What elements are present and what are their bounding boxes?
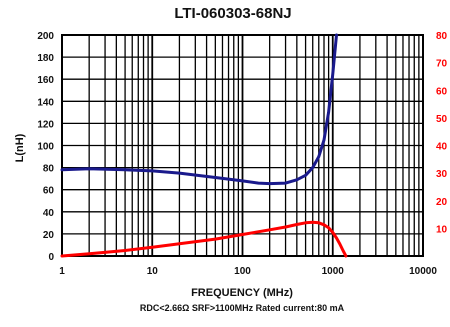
y-axis-label: L(nH) bbox=[14, 133, 26, 162]
y2-tick-label: 60 bbox=[436, 86, 448, 97]
q-factor-line bbox=[60, 220, 348, 258]
tick-labels: 0204060801001201401601802001020304050607… bbox=[37, 31, 447, 277]
x-axis-label: FREQUENCY (MHz) bbox=[191, 287, 293, 299]
y-tick-label: 100 bbox=[37, 142, 54, 153]
x-tick-label: 1000 bbox=[322, 266, 345, 277]
y-tick-label: 80 bbox=[43, 164, 55, 175]
y2-tick-label: 50 bbox=[436, 114, 448, 125]
y2-tick-label: 80 bbox=[436, 31, 448, 42]
y-tick-label: 160 bbox=[37, 75, 54, 86]
y-tick-label: 40 bbox=[43, 208, 55, 219]
y2-tick-label: 40 bbox=[436, 142, 448, 153]
x-tick-label: 100 bbox=[234, 266, 251, 277]
x-tick-label: 10 bbox=[147, 266, 159, 277]
inductance-line bbox=[60, 33, 338, 186]
y-tick-label: 20 bbox=[43, 230, 55, 241]
chart-title: LTI-060303-68NJ bbox=[174, 5, 291, 22]
y-tick-label: 140 bbox=[37, 97, 54, 108]
y2-tick-label: 10 bbox=[436, 224, 448, 235]
y-tick-label: 0 bbox=[48, 252, 54, 263]
spec-note: RDC<2.66Ω SRF>1100MHz Rated current:80 m… bbox=[140, 303, 345, 313]
y-tick-label: 180 bbox=[37, 53, 54, 64]
series-layer bbox=[60, 33, 348, 258]
y2-tick-label: 30 bbox=[436, 169, 448, 180]
y2-tick-label: 70 bbox=[436, 59, 448, 70]
plot-grid bbox=[61, 34, 424, 257]
x-tick-label: 1 bbox=[59, 266, 65, 277]
y-tick-label: 120 bbox=[37, 119, 54, 130]
y-tick-label: 60 bbox=[43, 186, 55, 197]
plot-frame bbox=[61, 34, 424, 257]
x-tick-label: 10000 bbox=[409, 266, 437, 277]
y2-tick-label: 20 bbox=[436, 197, 448, 208]
y-tick-label: 200 bbox=[37, 31, 54, 42]
